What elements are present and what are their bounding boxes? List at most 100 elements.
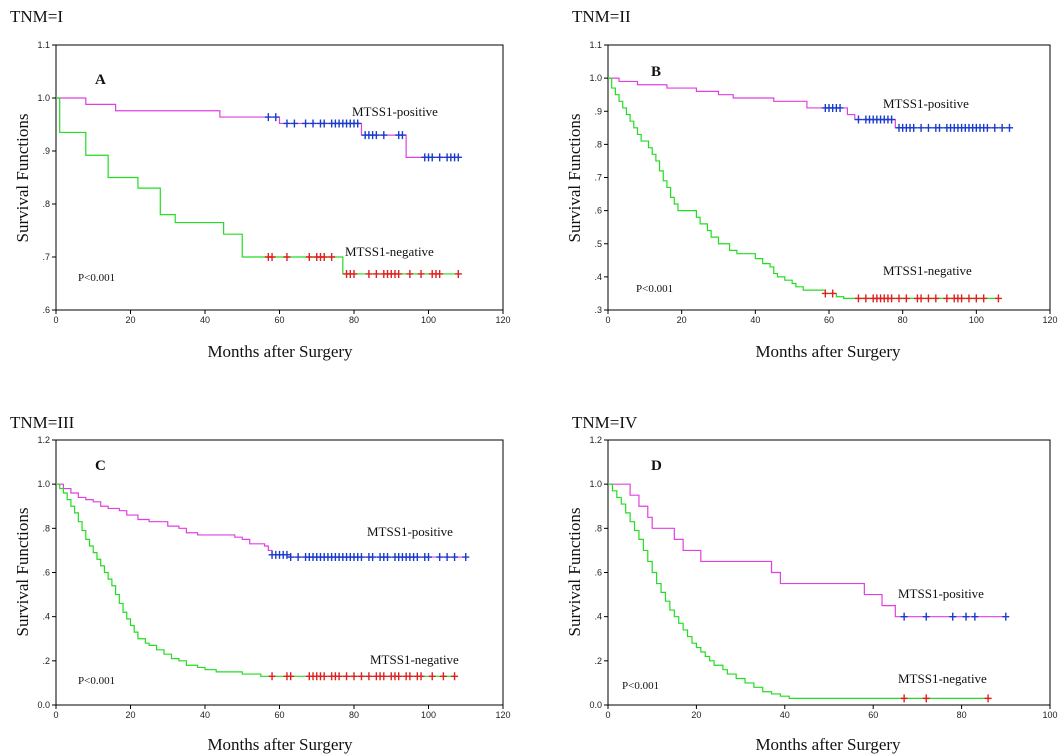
censor-mark [350, 269, 358, 278]
censor-mark [425, 553, 432, 562]
chart-panel-c: TNM=III 0.0 .2 .4 .6 .8 1.0 1.2 0 20 40 60 80 100 120 M… [10, 413, 511, 754]
censor-mark [357, 672, 365, 681]
x-tick-label: 80 [898, 315, 908, 325]
y-tick-label: .7 [42, 252, 50, 262]
chart-panel-d: TNM=IV 0.0 .2 .4 .6 .8 1.0 1.2 0 20 40 60 80 100 Month… [565, 413, 1058, 754]
censor-mark [439, 672, 447, 681]
censor-mark [924, 123, 932, 132]
panel-title: TNM=IV [572, 413, 638, 432]
censor-mark [354, 119, 362, 128]
y-tick-label: 1.2 [37, 435, 50, 445]
censor-mark [454, 269, 462, 278]
x-tick-label: 20 [125, 710, 135, 720]
p-value-label: P<0.001 [78, 272, 115, 284]
x-tick-label: 20 [125, 315, 135, 325]
censor-mark [428, 672, 436, 681]
censor-mark [922, 694, 930, 703]
censor-mark [283, 119, 291, 128]
censor-mark [943, 294, 951, 303]
censor-mark [268, 253, 276, 261]
censor-mark [991, 123, 999, 132]
censor-mark [283, 550, 291, 559]
y-tick-label: .7 [594, 173, 602, 183]
x-tick-label: 60 [868, 710, 878, 720]
y-tick-label: .6 [594, 568, 602, 578]
x-tick-label: 0 [605, 710, 610, 720]
censor-mark [328, 253, 336, 261]
censor-mark [384, 553, 392, 562]
y-tick-label: 0.0 [37, 700, 50, 710]
censor-mark [372, 269, 380, 278]
censor-mark [272, 113, 280, 122]
censor-mark [395, 269, 403, 278]
censor-mark [417, 269, 425, 278]
x-tick-label: 100 [1042, 710, 1057, 720]
censor-mark [398, 131, 406, 140]
censor-mark [922, 612, 930, 621]
survival-curve [608, 483, 1006, 618]
y-tick-label: 1.0 [589, 479, 602, 489]
censor-mark [436, 153, 444, 162]
y-axis-title: Survival Functions [13, 114, 32, 243]
y-axis-title: Survival Functions [565, 114, 584, 243]
y-tick-label: .2 [42, 656, 50, 666]
censor-mark [287, 672, 295, 681]
x-axis-title: Months after Surgery [755, 735, 901, 754]
censor-mark [451, 553, 459, 562]
censor-mark [380, 131, 388, 140]
censor-mark [902, 294, 910, 303]
x-axis-title: Months after Surgery [207, 342, 353, 361]
censor-mark [320, 672, 328, 681]
y-tick-label: .8 [42, 199, 50, 209]
censor-mark [302, 119, 310, 128]
series-mtss1-positive: MTSS1-positive [608, 483, 1010, 621]
censor-mark [983, 123, 991, 132]
survival-curve [56, 97, 463, 275]
series-mtss1-negative: MTSS1-negative [608, 483, 992, 703]
censor-mark [406, 672, 414, 681]
censor-mark [365, 672, 373, 681]
survival-curve [608, 77, 999, 300]
series-mtss1-positive: MTSS1-positive [56, 483, 470, 562]
censor-mark [309, 119, 317, 128]
chart-panel-a: TNM=I .6 .7 .8 .9 1.0 1.1 0 20 40 60 80 100 120 Months… [10, 7, 511, 361]
censor-mark [350, 672, 358, 681]
censor-mark [283, 253, 291, 261]
censor-mark [1002, 612, 1010, 621]
censor-mark [395, 672, 403, 681]
y-tick-label: 0.0 [589, 700, 602, 710]
censor-mark [290, 119, 298, 128]
x-tick-label: 0 [53, 710, 58, 720]
y-tick-label: .3 [594, 305, 602, 315]
y-tick-label: 1.0 [589, 73, 602, 83]
survival-curve [56, 483, 455, 677]
x-tick-label: 0 [53, 315, 58, 325]
censor-mark [320, 119, 328, 128]
y-tick-label: 1.1 [37, 40, 50, 50]
series-mtss1-positive: MTSS1-positive [56, 97, 463, 162]
censor-mark [821, 289, 829, 298]
censor-mark [320, 253, 328, 261]
y-tick-label: .5 [594, 239, 602, 249]
censor-mark [451, 672, 459, 681]
y-axis-title: Survival Functions [565, 508, 584, 637]
censor-mark [417, 672, 425, 681]
censor-mark [972, 294, 980, 303]
y-tick-label: 1.0 [37, 479, 50, 489]
series-label: MTSS1-negative [370, 652, 459, 667]
panel-title: TNM=I [10, 7, 63, 26]
panel-title: TNM=II [572, 7, 631, 26]
chart-panel-b: TNM=II .3 .4 .5 .6 .7 .8 .9 1.0 1.1 0 20 40 60 80 100 12… [565, 7, 1058, 361]
panel-letter: C [95, 458, 106, 474]
censor-mark [454, 153, 462, 162]
censor-mark [294, 553, 302, 562]
survival-curve [608, 77, 1014, 129]
x-tick-label: 60 [274, 315, 284, 325]
panel-letter: A [95, 72, 106, 88]
censor-mark [854, 294, 862, 303]
censor-mark [971, 612, 979, 621]
x-tick-label: 100 [421, 315, 436, 325]
censor-mark [369, 553, 377, 562]
censor-mark [994, 294, 1002, 303]
x-tick-label: 20 [691, 710, 701, 720]
